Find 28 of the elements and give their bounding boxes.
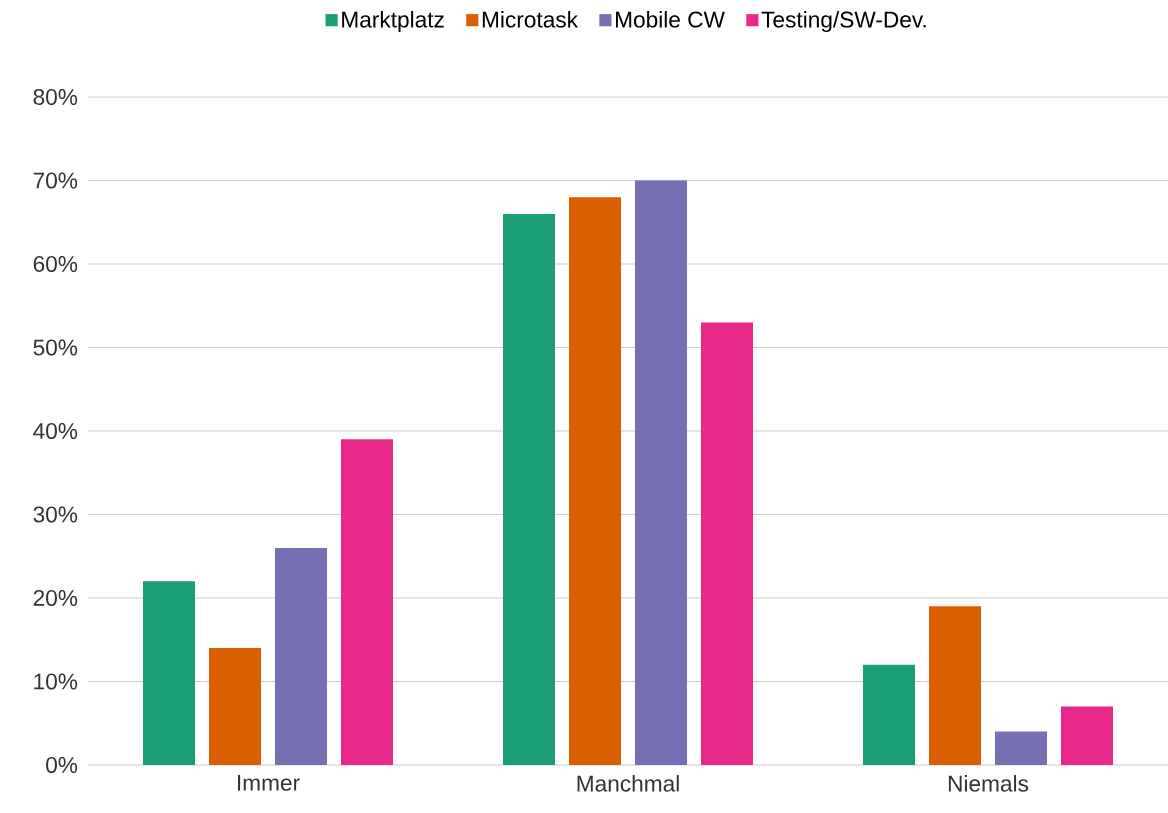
bar: [341, 439, 394, 765]
x-tick-label: Niemals: [948, 775, 1029, 792]
y-tick-label: 10%: [34, 673, 78, 690]
bar: [701, 322, 754, 765]
bar: [929, 606, 981, 765]
y-tick-label: 80%: [33, 88, 78, 106]
bar: [275, 547, 328, 765]
x-tick-label: Immer: [237, 775, 300, 791]
legend-label: Microtask: [482, 10, 579, 28]
y-tick-label: 50%: [33, 339, 78, 356]
bar: [635, 180, 688, 765]
bar: [1061, 706, 1113, 765]
bar: [863, 664, 916, 765]
bar: [209, 648, 261, 765]
y-tick-label: 70%: [33, 172, 78, 189]
y-tick-label: 0%: [46, 756, 78, 774]
y-tick-label: 30%: [33, 506, 78, 523]
legend-label: Mobile CW: [616, 10, 725, 28]
y-tick-label: 40%: [33, 422, 78, 440]
x-tick-label: Manchmal: [577, 775, 679, 792]
bar: [995, 731, 1047, 765]
bar: [503, 213, 555, 765]
legend-label: Marktplatz: [342, 10, 444, 33]
bar: [569, 197, 622, 765]
y-tick-label: 60%: [33, 255, 78, 273]
legend-label: Testing/SW-Dev.: [761, 10, 926, 33]
bar: [143, 581, 195, 765]
y-tick-label: 20%: [33, 589, 78, 607]
